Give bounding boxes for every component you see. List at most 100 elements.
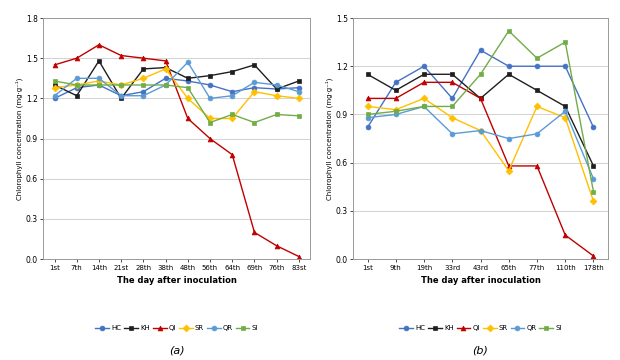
KH	[364, 72, 371, 76]
SR	[229, 116, 236, 121]
QR	[295, 90, 303, 94]
QR	[273, 83, 280, 87]
KH	[477, 96, 484, 100]
KH	[95, 59, 103, 63]
HC	[162, 76, 169, 80]
HC	[448, 96, 456, 100]
KH	[533, 88, 541, 93]
QR	[162, 83, 169, 87]
SR	[477, 129, 484, 133]
QI	[590, 254, 597, 258]
QR	[590, 177, 597, 181]
SR	[117, 83, 125, 87]
QI	[95, 42, 103, 47]
QR	[95, 76, 103, 80]
Line: SI: SI	[365, 28, 596, 194]
QR	[184, 60, 192, 64]
SI	[162, 83, 169, 87]
QI	[117, 53, 125, 58]
SR	[184, 96, 192, 100]
SI	[51, 79, 58, 83]
QR	[117, 94, 125, 98]
SI	[73, 83, 81, 87]
QI	[184, 116, 192, 121]
Line: QR: QR	[52, 60, 301, 101]
SR	[533, 104, 541, 109]
SI	[477, 72, 484, 76]
QI	[140, 56, 147, 60]
SI	[505, 29, 513, 33]
KH	[162, 66, 169, 70]
KH	[140, 67, 147, 71]
SR	[590, 199, 597, 203]
KH	[206, 73, 214, 78]
KH	[229, 69, 236, 74]
KH	[590, 164, 597, 168]
HC	[392, 80, 399, 85]
SI	[590, 189, 597, 194]
HC	[250, 86, 258, 90]
HC	[51, 96, 58, 100]
QI	[562, 233, 569, 237]
Text: (a): (a)	[169, 346, 185, 356]
QR	[364, 116, 371, 120]
Y-axis label: Chlorophyll concentration (mg·g⁻¹): Chlorophyll concentration (mg·g⁻¹)	[16, 77, 23, 200]
HC	[184, 79, 192, 83]
QI	[295, 255, 303, 259]
QR	[448, 132, 456, 136]
SR	[162, 67, 169, 71]
QI	[206, 136, 214, 141]
SR	[448, 116, 456, 120]
HC	[140, 90, 147, 94]
SR	[206, 116, 214, 121]
SR	[250, 90, 258, 94]
QR	[392, 112, 399, 117]
X-axis label: The day after inoculation: The day after inoculation	[420, 276, 541, 285]
SI	[184, 86, 192, 90]
QR	[505, 136, 513, 141]
KH	[117, 96, 125, 100]
HC	[117, 94, 125, 98]
QI	[229, 153, 236, 157]
HC	[533, 64, 541, 68]
HC	[273, 87, 280, 91]
SI	[364, 112, 371, 117]
SR	[364, 104, 371, 109]
KH	[505, 72, 513, 76]
SR	[562, 116, 569, 120]
QR	[73, 76, 81, 80]
KH	[273, 87, 280, 91]
Line: SI: SI	[52, 78, 301, 125]
HC	[364, 125, 371, 130]
Line: QR: QR	[365, 104, 596, 181]
Line: SR: SR	[52, 67, 301, 121]
QI	[162, 59, 169, 63]
SI	[420, 104, 428, 109]
QR	[206, 96, 214, 100]
Line: HC: HC	[365, 48, 596, 130]
HC	[420, 64, 428, 68]
Text: (b): (b)	[472, 346, 489, 356]
HC	[505, 64, 513, 68]
KH	[184, 76, 192, 80]
QI	[477, 96, 484, 100]
KH	[51, 83, 58, 87]
SI	[295, 114, 303, 118]
QI	[533, 164, 541, 168]
SR	[420, 96, 428, 100]
SI	[206, 120, 214, 125]
QR	[250, 80, 258, 85]
SI	[448, 104, 456, 109]
QI	[51, 63, 58, 67]
QI	[273, 244, 280, 248]
SI	[250, 120, 258, 125]
QR	[420, 104, 428, 109]
KH	[392, 88, 399, 93]
SI	[117, 83, 125, 87]
SR	[51, 86, 58, 90]
Line: KH: KH	[52, 58, 301, 101]
HC	[206, 83, 214, 87]
QR	[229, 94, 236, 98]
SI	[95, 83, 103, 87]
HC	[295, 86, 303, 90]
